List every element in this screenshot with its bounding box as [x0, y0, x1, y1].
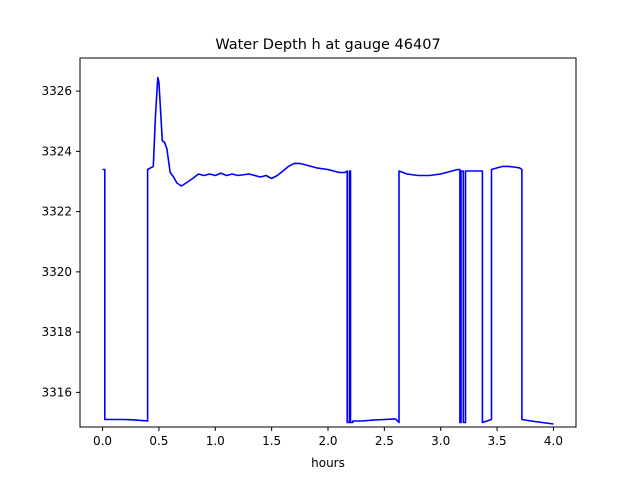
- x-tick-label: 4.0: [544, 434, 563, 448]
- x-tick-label: 3.0: [431, 434, 450, 448]
- series-line: [102, 76, 554, 425]
- x-tick-label: 1.5: [262, 434, 281, 448]
- y-tick-label: 3320: [41, 265, 72, 279]
- x-tick-label: 0.5: [149, 434, 168, 448]
- x-tick-label: 0.0: [93, 434, 112, 448]
- y-axis-ticks: 3316 3318 3320 3322 3324 3326: [41, 84, 80, 399]
- y-tick-label: 3322: [41, 205, 72, 219]
- x-tick-label: 2.0: [318, 434, 337, 448]
- x-tick-label: 3.5: [488, 434, 507, 448]
- y-tick-label: 3324: [41, 144, 72, 158]
- chart-title: Water Depth h at gauge 46407: [215, 37, 440, 53]
- x-axis-ticks: 0.0 0.5 1.0 1.5 2.0 2.5 3.0 3.5 4.0: [93, 427, 563, 448]
- plot-area-frame: [79, 57, 577, 428]
- y-tick-label: 3318: [41, 325, 72, 339]
- x-tick-label: 1.0: [206, 434, 225, 448]
- y-tick-label: 3326: [41, 84, 72, 98]
- x-axis-label: hours: [311, 456, 345, 470]
- y-tick-label: 3316: [41, 385, 72, 399]
- x-tick-label: 2.5: [375, 434, 394, 448]
- series-layer: [102, 76, 554, 425]
